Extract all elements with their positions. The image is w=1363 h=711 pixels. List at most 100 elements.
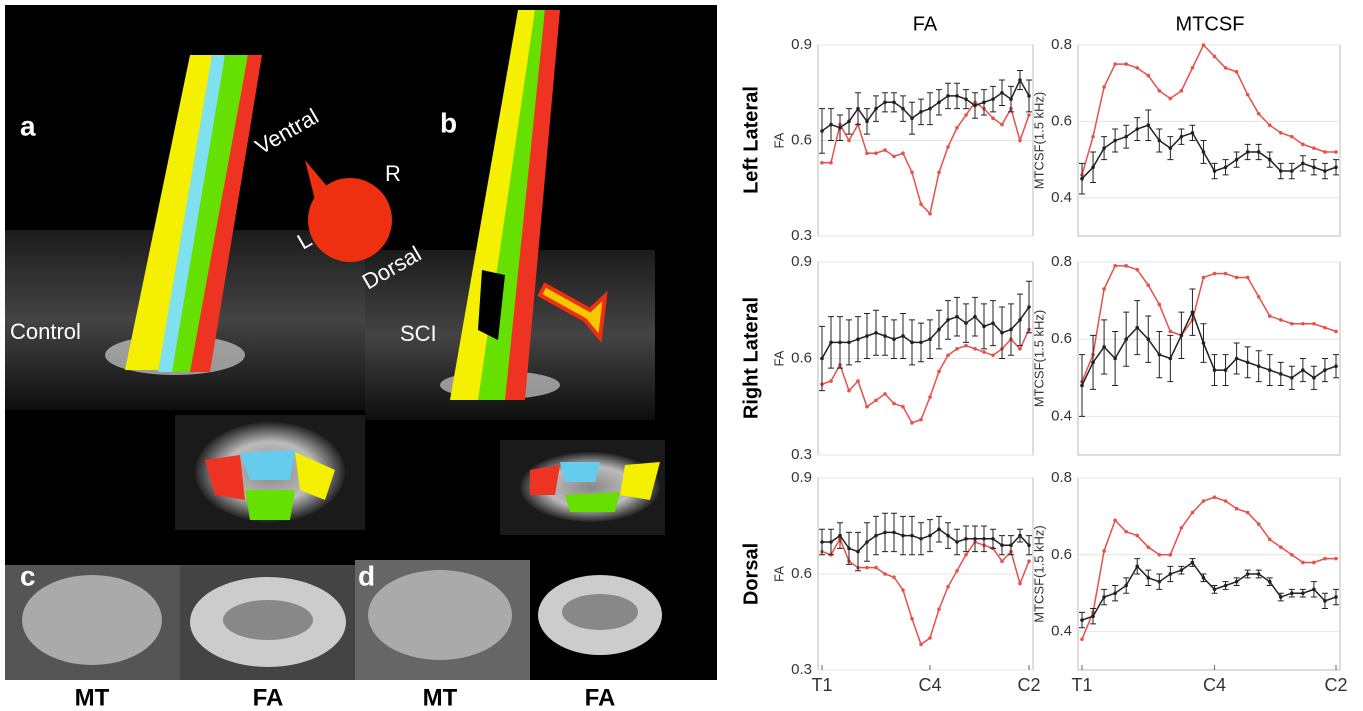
data-point	[1312, 376, 1316, 380]
x-tick-label: T1	[1071, 675, 1092, 695]
data-point	[1279, 595, 1283, 599]
data-point	[1135, 127, 1139, 131]
data-point	[919, 537, 923, 541]
data-point	[1135, 268, 1139, 272]
data-point	[856, 379, 860, 383]
data-point	[1158, 553, 1162, 557]
data-point	[1080, 618, 1084, 622]
data-point	[1158, 303, 1162, 307]
data-point	[1323, 599, 1327, 603]
data-point	[1091, 361, 1095, 365]
data-point	[838, 534, 842, 538]
data-point	[874, 399, 878, 403]
data-point	[919, 418, 923, 422]
data-point	[937, 101, 941, 105]
y-tick-label: 0.9	[791, 36, 812, 53]
data-point	[1124, 337, 1128, 341]
data-point	[1180, 568, 1184, 572]
data-point	[901, 334, 905, 338]
roi-cyan	[560, 462, 600, 482]
data-point	[874, 534, 878, 538]
data-point	[1027, 94, 1031, 98]
data-point	[910, 116, 914, 120]
data-point	[901, 588, 905, 592]
data-point	[847, 341, 851, 345]
data-point	[1323, 368, 1327, 372]
data-point	[1213, 368, 1217, 372]
data-point	[946, 353, 950, 357]
data-point	[937, 370, 941, 374]
mt-image	[368, 570, 512, 660]
data-point	[1235, 357, 1239, 361]
data-point	[1323, 169, 1327, 173]
panel-label: d	[358, 560, 375, 591]
data-point	[982, 537, 986, 541]
data-point	[892, 402, 896, 406]
data-point	[1268, 580, 1272, 584]
data-point	[1113, 518, 1117, 522]
data-point	[1279, 169, 1283, 173]
y-tick-label: 0.9	[791, 253, 812, 270]
data-point	[982, 325, 986, 329]
data-point	[847, 120, 851, 124]
data-point	[1323, 150, 1327, 154]
data-point	[928, 337, 932, 341]
data-point	[892, 531, 896, 535]
orientation-label: R	[385, 161, 401, 186]
data-point	[964, 113, 968, 117]
data-point	[1080, 177, 1084, 181]
data-point	[1224, 165, 1228, 169]
data-point	[883, 334, 887, 338]
data-point	[892, 101, 896, 105]
data-point	[955, 569, 959, 573]
data-point	[1091, 135, 1095, 139]
data-point	[1202, 43, 1206, 47]
data-point	[1018, 318, 1022, 322]
data-point	[865, 151, 869, 155]
data-point	[892, 575, 896, 579]
data-point	[955, 126, 959, 130]
data-point	[946, 318, 950, 322]
data-point	[1009, 97, 1013, 101]
data-point	[946, 534, 950, 538]
data-point	[1224, 368, 1228, 372]
data-point	[964, 344, 968, 348]
data-point	[937, 527, 941, 531]
y-tick-label: 0.4	[1051, 189, 1072, 206]
y-axis-label: FA	[771, 350, 786, 366]
x-tick-label: C2	[1324, 675, 1347, 695]
data-point	[1279, 131, 1283, 135]
data-point	[1102, 345, 1106, 349]
data-point	[1169, 330, 1173, 334]
plot-area	[1078, 478, 1340, 670]
data-point	[1334, 165, 1338, 169]
data-point	[1301, 162, 1305, 166]
data-point	[1323, 326, 1327, 330]
data-point	[1257, 522, 1261, 526]
data-point	[829, 540, 833, 544]
data-point	[1268, 368, 1272, 372]
y-tick-label: 0.8	[1051, 36, 1072, 53]
data-point	[1312, 165, 1316, 169]
slice-label: MT	[423, 684, 458, 711]
data-point	[937, 328, 941, 332]
subject-label: SCI	[400, 321, 437, 346]
data-point	[847, 389, 851, 393]
data-point	[1202, 150, 1206, 154]
data-point	[1202, 276, 1206, 280]
data-point	[847, 547, 851, 551]
data-point	[1290, 169, 1294, 173]
x-tick-label: C2	[1017, 675, 1040, 695]
data-point	[1235, 276, 1239, 280]
data-point	[820, 540, 824, 544]
data-point	[973, 347, 977, 351]
data-point	[838, 341, 842, 345]
panel-label: a	[20, 110, 36, 141]
data-point	[1290, 553, 1294, 557]
data-point	[1169, 572, 1173, 576]
y-tick-label: 0.8	[1051, 469, 1072, 486]
data-point	[1158, 353, 1162, 357]
data-point	[919, 202, 923, 206]
data-point	[829, 379, 833, 383]
data-point	[1290, 322, 1294, 326]
